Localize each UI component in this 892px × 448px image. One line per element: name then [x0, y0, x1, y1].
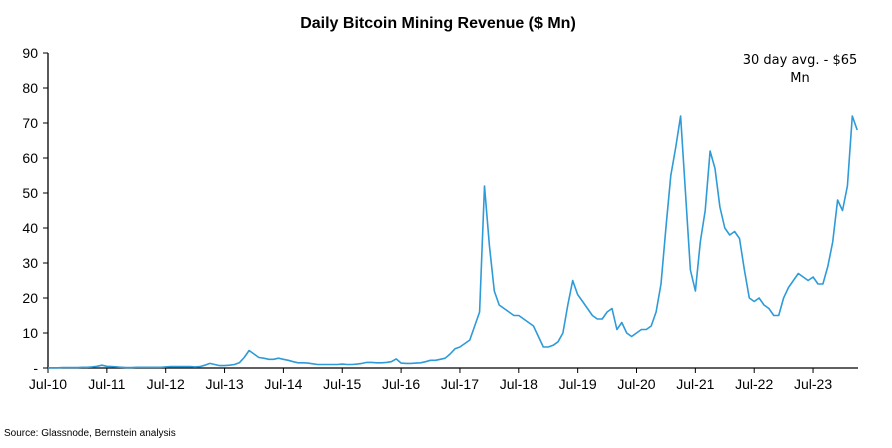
y-tick-label: 60	[22, 150, 38, 166]
x-tick-label: Jul-16	[382, 376, 420, 392]
x-tick-label: Jul-15	[323, 376, 361, 392]
y-tick-label: -	[33, 360, 38, 376]
series-line	[48, 115, 858, 369]
x-tick-label: Jul-18	[500, 376, 538, 392]
y-axis: - 10 20 30 40 50 60 70 80 90	[22, 45, 49, 376]
annotation-line-2: Mn	[790, 71, 809, 86]
y-tick-label: 20	[22, 290, 38, 306]
x-tick-label: Jul-22	[735, 376, 773, 392]
chart-title: Daily Bitcoin Mining Revenue ($ Mn)	[300, 15, 576, 32]
x-tick-label: Jul-12	[147, 376, 185, 392]
x-tick-label: Jul-13	[205, 376, 243, 392]
annotation-line-1: 30 day avg. - $65	[743, 53, 858, 68]
x-tick-label: Jul-21	[676, 376, 714, 392]
y-tick-label: 80	[22, 80, 38, 96]
y-tick-label: 70	[22, 115, 38, 131]
y-tick-label: 30	[22, 255, 38, 271]
x-axis: Jul-10 Jul-11 Jul-12 Jul-13 Jul-14 Jul-15 Jul-…	[29, 367, 858, 392]
x-tick-label: Jul-19	[559, 376, 597, 392]
x-tick-label: Jul-11	[88, 376, 125, 392]
x-tick-label: Jul-23	[794, 376, 832, 392]
source-note: Source: Glassnode, Bernstein analysis	[4, 428, 176, 439]
y-tick-label: 10	[22, 325, 38, 341]
y-tick-label: 40	[22, 220, 38, 236]
y-tick-label: 50	[22, 185, 38, 201]
x-tick-label: Jul-14	[264, 376, 302, 392]
x-tick-label: Jul-20	[617, 376, 655, 392]
x-tick-label: Jul-17	[441, 376, 479, 392]
x-tick-label: Jul-10	[29, 376, 67, 392]
y-tick-label: 90	[22, 45, 38, 61]
